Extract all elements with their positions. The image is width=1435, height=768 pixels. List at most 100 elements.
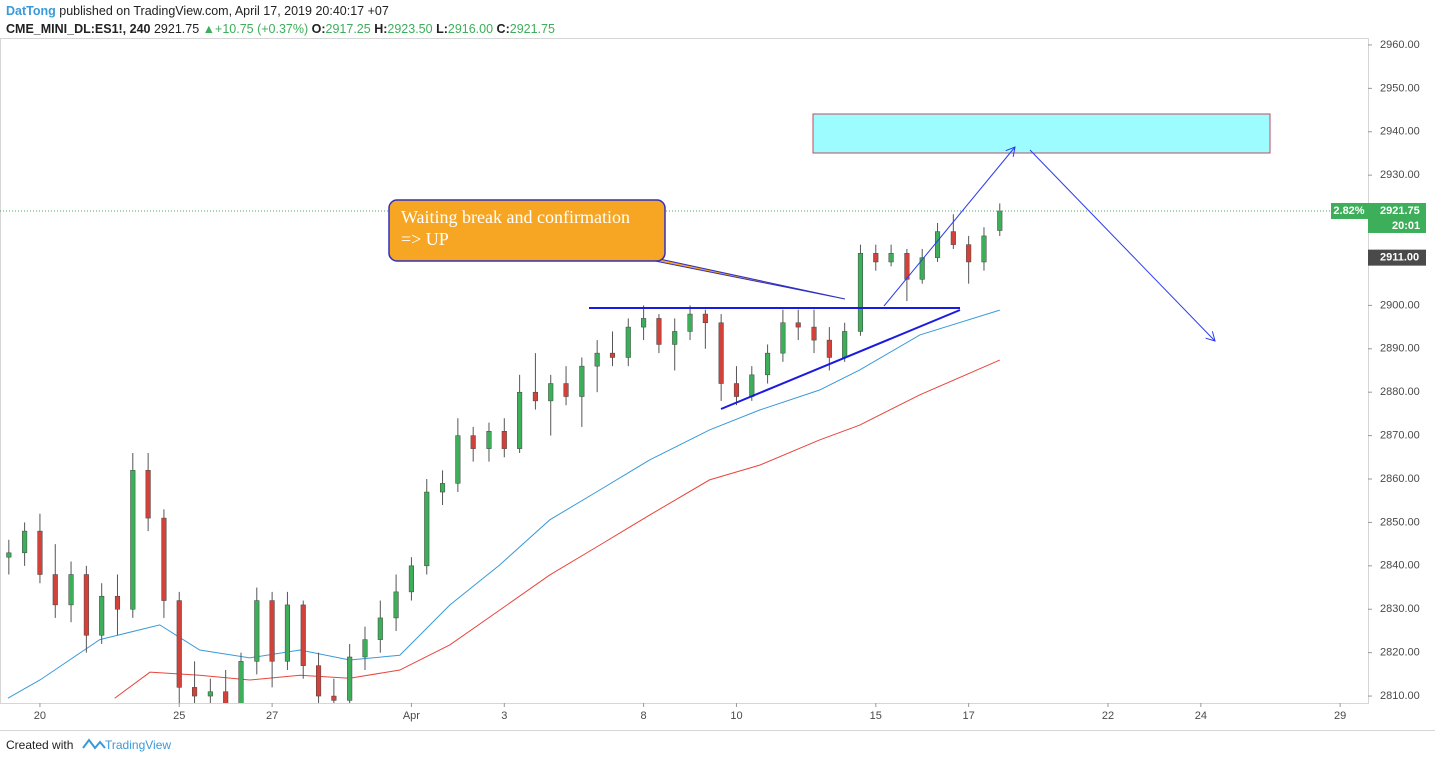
h-value: 2923.50 bbox=[387, 22, 432, 36]
candle-body bbox=[176, 600, 182, 688]
y-tick-label: 2880.00 bbox=[1380, 386, 1420, 398]
symbol: CME_MINI_DL:ES1!, 240 bbox=[6, 22, 151, 36]
y-tick-label: 2840.00 bbox=[1380, 560, 1420, 572]
o-value: 2917.25 bbox=[326, 22, 371, 36]
candle-body bbox=[130, 470, 136, 610]
change-label: 2.82% bbox=[1333, 205, 1364, 217]
candle-body bbox=[966, 244, 972, 263]
candle-body bbox=[997, 210, 1003, 231]
candle-body bbox=[672, 331, 678, 345]
candle-body bbox=[718, 322, 724, 384]
arrow: ▲ bbox=[203, 22, 215, 36]
x-tick-label: 25 bbox=[173, 710, 185, 722]
x-tick-label: 22 bbox=[1102, 710, 1114, 722]
candle-body bbox=[486, 431, 492, 449]
candle-body bbox=[904, 253, 910, 280]
candle-body bbox=[873, 253, 879, 263]
candle-body bbox=[765, 352, 771, 376]
candle-body bbox=[641, 318, 647, 328]
candle-body bbox=[888, 253, 894, 263]
candle-body bbox=[919, 257, 925, 280]
x-tick-label: 3 bbox=[501, 710, 507, 722]
support-line bbox=[720, 309, 961, 410]
candle-body bbox=[934, 231, 941, 258]
candle-body bbox=[811, 326, 817, 341]
candle-body bbox=[6, 552, 12, 558]
candle-body bbox=[749, 374, 755, 397]
change: +10.75 (+0.37%) bbox=[215, 22, 308, 36]
candle-body bbox=[857, 253, 864, 332]
candle-body bbox=[424, 491, 430, 567]
y-tick-label: 2810.00 bbox=[1380, 690, 1420, 702]
candle-body bbox=[362, 639, 368, 658]
callout bbox=[388, 199, 666, 262]
author: DatTong bbox=[6, 4, 56, 18]
candle-body bbox=[579, 365, 585, 397]
candle-body bbox=[826, 339, 832, 358]
y-tick-label: 2940.00 bbox=[1380, 126, 1420, 138]
y-tick-label: 2930.00 bbox=[1380, 169, 1420, 181]
y-tick-label: 2830.00 bbox=[1380, 603, 1420, 615]
callout-text: => UP bbox=[401, 229, 449, 249]
candle-body bbox=[37, 530, 43, 575]
down-arrow bbox=[1029, 149, 1215, 341]
candle-body bbox=[254, 600, 260, 662]
symbol-line: CME_MINI_DL:ES1!, 240 2921.75 ▲+10.75 (+… bbox=[6, 22, 555, 36]
candle-body bbox=[331, 695, 337, 701]
candle-body bbox=[300, 604, 306, 666]
candle-body bbox=[347, 656, 353, 701]
x-tick-label: 24 bbox=[1195, 710, 1207, 722]
x-tick-label: 8 bbox=[641, 710, 647, 722]
candle-body bbox=[52, 574, 58, 606]
x-tick-label: 20 bbox=[34, 710, 46, 722]
candle-body bbox=[517, 391, 523, 449]
candle-body bbox=[207, 691, 213, 697]
candle-body bbox=[408, 565, 414, 593]
x-tick-label: 17 bbox=[963, 710, 975, 722]
y-tick-label: 2870.00 bbox=[1380, 430, 1420, 442]
x-tick-label: 29 bbox=[1334, 710, 1346, 722]
o-label: O: bbox=[312, 22, 326, 36]
x-tick-label: Apr bbox=[403, 710, 420, 722]
candle-body bbox=[439, 483, 446, 493]
candle-body bbox=[83, 574, 89, 636]
candle-body bbox=[393, 591, 399, 619]
candle-body bbox=[99, 595, 105, 636]
candle-body bbox=[377, 617, 383, 640]
candle-body bbox=[68, 574, 74, 606]
countdown-label: 20:01 bbox=[1392, 220, 1420, 232]
plot-frame bbox=[0, 38, 1369, 704]
c-value: 2921.75 bbox=[510, 22, 555, 36]
y-tick-label: 2900.00 bbox=[1380, 299, 1420, 311]
x-tick-label: 15 bbox=[870, 710, 882, 722]
brand: TradingView bbox=[105, 738, 171, 752]
candle-body bbox=[548, 383, 554, 402]
candle-body bbox=[842, 331, 848, 358]
callout-text: Waiting break and confirmation bbox=[401, 207, 630, 227]
y-tick-label: 2950.00 bbox=[1380, 82, 1420, 94]
candle-body bbox=[501, 431, 507, 449]
y-tick-label: 2860.00 bbox=[1380, 473, 1420, 485]
candle-body bbox=[315, 665, 322, 697]
candle-body bbox=[223, 691, 229, 703]
h-label: H: bbox=[374, 22, 387, 36]
candle-body bbox=[269, 600, 275, 662]
last: 2921.75 bbox=[154, 22, 199, 36]
candle-body bbox=[950, 231, 956, 245]
header-line: DatTong published on TradingView.com, Ap… bbox=[6, 4, 389, 18]
c-label: C: bbox=[497, 22, 510, 36]
plot bbox=[0, 203, 1368, 703]
x-tick-label: 10 bbox=[730, 710, 742, 722]
moving-average bbox=[114, 359, 1000, 699]
candle-body bbox=[780, 322, 786, 354]
y-tick-label: 2820.00 bbox=[1380, 647, 1420, 659]
marker-box bbox=[1368, 249, 1426, 266]
moving-average bbox=[7, 309, 1000, 699]
candle-body bbox=[656, 318, 662, 345]
candle-body bbox=[733, 383, 740, 397]
candle-body bbox=[284, 604, 290, 662]
l-label: L: bbox=[436, 22, 448, 36]
y-tick-label: 2850.00 bbox=[1380, 516, 1420, 528]
